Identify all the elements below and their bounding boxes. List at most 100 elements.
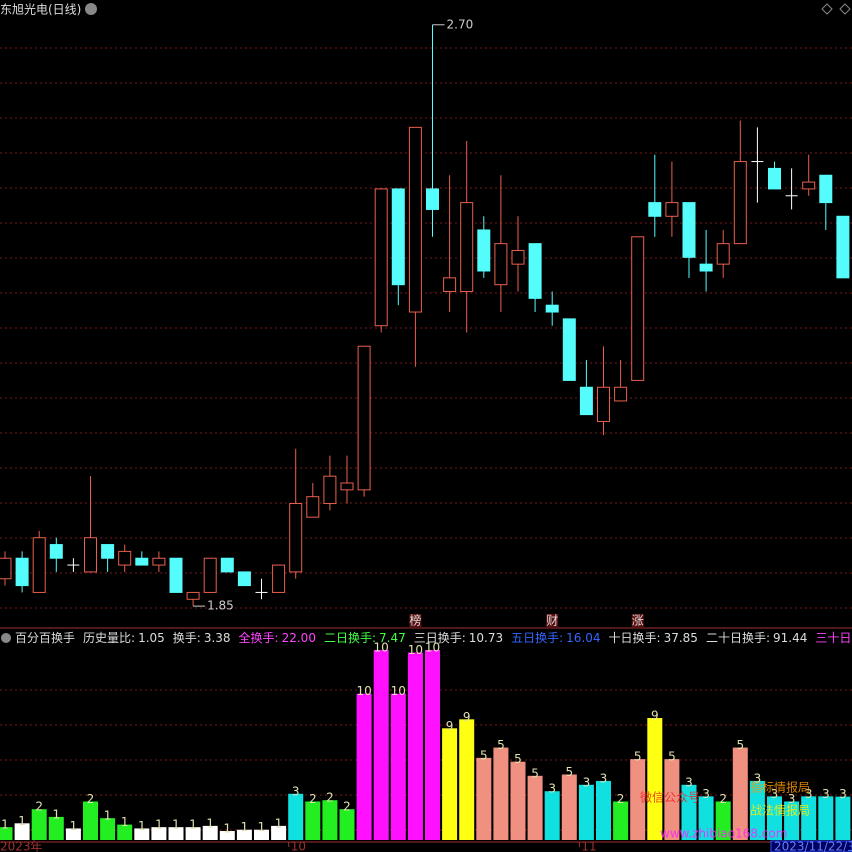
bar-level-label: 2 [719, 792, 727, 806]
candle-body [306, 496, 320, 518]
legend-value: 22.00 [282, 631, 316, 645]
candle-body [408, 126, 422, 313]
candle-body [699, 263, 713, 272]
bar-level-label: 2 [309, 792, 317, 806]
legend-label: 全换手: [239, 630, 279, 645]
bar [305, 801, 321, 840]
bar-level-label: 2 [35, 800, 43, 814]
bar-level-label: 3 [702, 787, 710, 801]
annotation-label: 1.85 [207, 599, 234, 613]
marker-box [546, 614, 559, 627]
bar-level-label: 1 [18, 814, 26, 828]
candle-body [357, 345, 371, 491]
bar-level-label: 5 [668, 750, 676, 764]
menu-icon[interactable] [85, 3, 97, 15]
x-tick-label: 2023年 [0, 840, 43, 852]
bar-level-label: 10 [408, 643, 423, 657]
bar [425, 650, 440, 840]
bar-level-label: 1 [275, 816, 283, 830]
legend-label: 换手: [173, 631, 201, 645]
bar-level-label: 10 [374, 641, 389, 655]
legend-value: 91.44 [773, 631, 807, 645]
bar [288, 793, 304, 840]
candle-body [443, 277, 457, 293]
bar-level-label: 5 [497, 738, 505, 752]
candle-body [391, 188, 405, 286]
candle-body [152, 557, 166, 566]
bar [561, 774, 577, 840]
bar [219, 831, 235, 840]
legend-value: 1.05 [138, 631, 165, 645]
bar-level-label: 5 [736, 738, 744, 752]
legend-value: 10.73 [469, 631, 503, 645]
candle-body [768, 167, 781, 190]
bar [14, 823, 30, 840]
bar-level-label: 10 [425, 641, 440, 655]
bar-level-label: 1 [155, 818, 163, 832]
bar [818, 796, 834, 840]
bar [835, 796, 851, 840]
candle-body [203, 557, 217, 593]
candle-body [733, 161, 747, 245]
bar [373, 650, 389, 840]
bar [801, 796, 817, 840]
bar-level-label: 1 [121, 815, 129, 829]
candle-body [272, 564, 286, 593]
bar [100, 818, 116, 840]
candle-body [562, 318, 576, 381]
bar [134, 828, 150, 840]
candle-body [477, 229, 491, 272]
bar-level-label: 1 [189, 818, 197, 832]
candle-body [528, 243, 542, 299]
bar [185, 827, 201, 840]
legend-label: 二十日换手: [706, 631, 770, 645]
bar [202, 825, 218, 840]
bar-level-label: 1 [70, 819, 78, 833]
bar-level-label: 1 [206, 816, 214, 830]
candle-body [631, 236, 645, 381]
candle-body [802, 181, 816, 190]
bar [732, 747, 748, 840]
bar [117, 824, 133, 840]
candle-body [374, 188, 388, 327]
bar [83, 801, 98, 840]
bar [459, 719, 475, 840]
watermark: www.zhibiao168.com [660, 827, 787, 841]
bar [767, 796, 782, 840]
bar [613, 801, 629, 840]
bar [65, 828, 81, 840]
bar [271, 825, 287, 840]
bar-level-label: 3 [600, 771, 608, 785]
legend-value: 16.04 [566, 631, 600, 645]
marker-box [631, 614, 644, 627]
candle-body [237, 571, 251, 587]
bar [254, 829, 269, 840]
legend-value: 7.47 [379, 631, 406, 645]
candle-body [289, 503, 303, 573]
indicator-menu-icon[interactable] [1, 633, 11, 643]
annotation-label: 2.70 [447, 17, 474, 31]
window-icons[interactable] [821, 3, 851, 15]
bar-level-label: 9 [446, 719, 454, 733]
candle-body [665, 202, 679, 217]
bar-level-label: 3 [822, 787, 830, 801]
bar [390, 693, 406, 840]
candle-body [118, 550, 132, 566]
marker-label: 榜 [409, 613, 421, 628]
candle-body [579, 386, 593, 416]
bar-level-label: 2 [343, 800, 351, 814]
bar [630, 759, 646, 840]
bar-level-label: 3 [839, 787, 847, 801]
candle-body [84, 537, 97, 573]
bar-level-label: 3 [754, 771, 762, 785]
bar [151, 827, 167, 840]
bar-level-label: 3 [805, 787, 813, 801]
legend-value: 3.38 [204, 631, 231, 645]
x-tick-label: 10 [291, 840, 306, 852]
bar [0, 827, 13, 840]
bar-level-label: 2 [617, 792, 625, 806]
candle-body [648, 202, 662, 217]
candle-body [426, 188, 439, 210]
bar-level-label: 5 [480, 748, 488, 762]
